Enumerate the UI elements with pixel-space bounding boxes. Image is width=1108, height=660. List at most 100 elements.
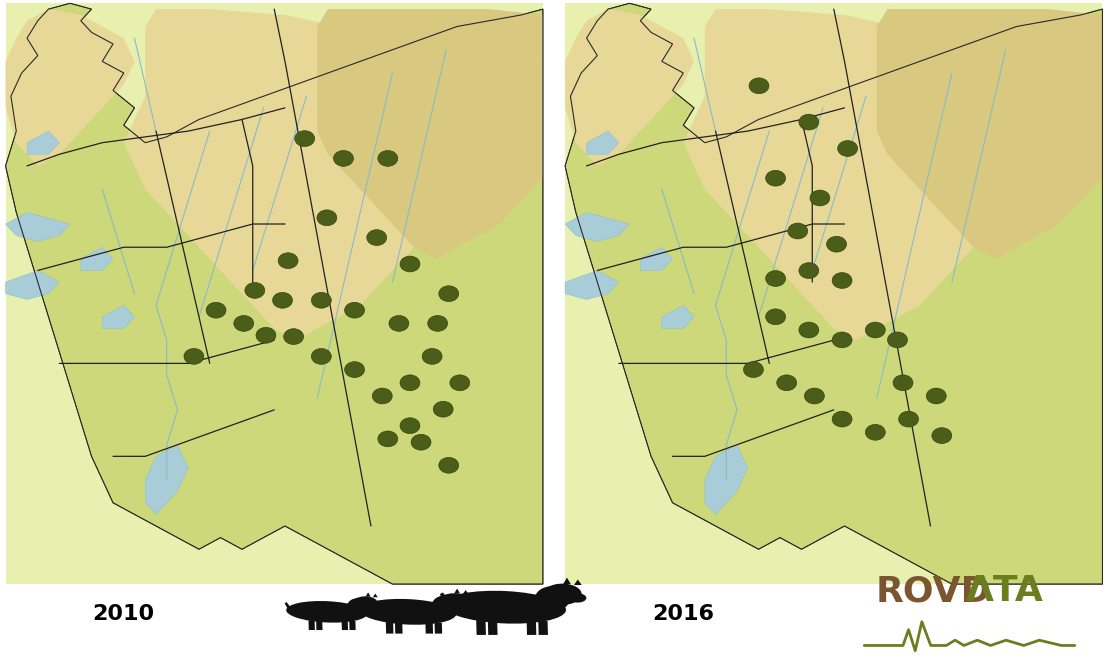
Polygon shape [565, 3, 1102, 584]
Ellipse shape [400, 256, 420, 272]
Polygon shape [285, 602, 291, 611]
Polygon shape [357, 600, 366, 610]
Ellipse shape [334, 150, 353, 166]
Ellipse shape [439, 457, 459, 473]
Ellipse shape [832, 273, 852, 288]
Ellipse shape [411, 434, 431, 450]
Ellipse shape [347, 598, 370, 614]
Ellipse shape [273, 292, 293, 308]
Polygon shape [574, 579, 582, 585]
Ellipse shape [284, 329, 304, 345]
Ellipse shape [570, 593, 586, 603]
Ellipse shape [865, 322, 885, 338]
Ellipse shape [535, 586, 570, 612]
Ellipse shape [370, 603, 381, 609]
Polygon shape [386, 622, 393, 634]
Polygon shape [476, 620, 486, 635]
Polygon shape [434, 623, 442, 634]
Polygon shape [876, 9, 1102, 259]
Ellipse shape [345, 362, 365, 378]
Ellipse shape [804, 388, 824, 404]
Polygon shape [586, 131, 618, 154]
Ellipse shape [766, 309, 786, 325]
Polygon shape [81, 248, 113, 271]
Text: ΛTA: ΛTA [966, 574, 1044, 609]
Ellipse shape [799, 114, 819, 130]
Ellipse shape [372, 388, 392, 404]
Polygon shape [372, 593, 378, 597]
Text: ROVD: ROVD [875, 574, 991, 609]
Polygon shape [661, 306, 694, 329]
Ellipse shape [439, 593, 469, 610]
Polygon shape [394, 622, 402, 634]
Polygon shape [102, 306, 134, 329]
Ellipse shape [311, 292, 331, 308]
Polygon shape [538, 621, 548, 635]
Polygon shape [705, 445, 748, 514]
Polygon shape [565, 271, 618, 300]
Ellipse shape [256, 327, 276, 343]
Ellipse shape [442, 591, 566, 624]
Polygon shape [565, 213, 629, 242]
Bar [6, 3, 543, 584]
Ellipse shape [184, 348, 204, 364]
Ellipse shape [359, 599, 456, 625]
Ellipse shape [433, 401, 453, 417]
Polygon shape [308, 620, 315, 630]
Ellipse shape [378, 150, 398, 166]
Polygon shape [316, 620, 322, 630]
Bar [565, 3, 1102, 584]
Ellipse shape [428, 315, 448, 331]
Ellipse shape [749, 78, 769, 94]
Ellipse shape [317, 210, 337, 226]
Ellipse shape [278, 253, 298, 269]
Polygon shape [425, 623, 433, 634]
Polygon shape [640, 248, 673, 271]
Ellipse shape [389, 315, 409, 331]
Ellipse shape [206, 302, 226, 318]
Polygon shape [526, 621, 536, 635]
Ellipse shape [286, 601, 368, 622]
Ellipse shape [838, 141, 858, 156]
Polygon shape [684, 9, 1102, 340]
Ellipse shape [400, 418, 420, 434]
Ellipse shape [832, 332, 852, 348]
Polygon shape [6, 3, 543, 584]
Ellipse shape [450, 375, 470, 391]
Ellipse shape [888, 332, 907, 348]
Ellipse shape [766, 271, 786, 286]
Polygon shape [6, 271, 60, 300]
Ellipse shape [439, 286, 459, 302]
Ellipse shape [743, 362, 763, 378]
Polygon shape [6, 9, 134, 166]
Ellipse shape [788, 223, 808, 239]
Polygon shape [565, 9, 694, 166]
Ellipse shape [827, 236, 847, 252]
Polygon shape [463, 590, 469, 595]
Ellipse shape [799, 322, 819, 338]
Polygon shape [366, 593, 371, 597]
Ellipse shape [245, 282, 265, 298]
Polygon shape [27, 131, 60, 154]
Ellipse shape [422, 348, 442, 364]
Ellipse shape [777, 375, 797, 391]
Ellipse shape [543, 583, 582, 605]
Ellipse shape [378, 431, 398, 447]
Polygon shape [145, 445, 188, 514]
Polygon shape [341, 621, 348, 630]
Ellipse shape [234, 315, 254, 331]
Polygon shape [124, 9, 543, 340]
Polygon shape [440, 593, 451, 605]
Ellipse shape [810, 190, 830, 206]
Ellipse shape [345, 302, 365, 318]
Polygon shape [317, 9, 543, 259]
Ellipse shape [400, 375, 420, 391]
Ellipse shape [932, 428, 952, 444]
Text: 2010: 2010 [93, 604, 155, 624]
Polygon shape [6, 213, 70, 242]
Ellipse shape [899, 411, 919, 427]
Polygon shape [563, 578, 571, 584]
Ellipse shape [865, 424, 885, 440]
Text: 2016: 2016 [653, 604, 715, 624]
Ellipse shape [459, 601, 472, 609]
